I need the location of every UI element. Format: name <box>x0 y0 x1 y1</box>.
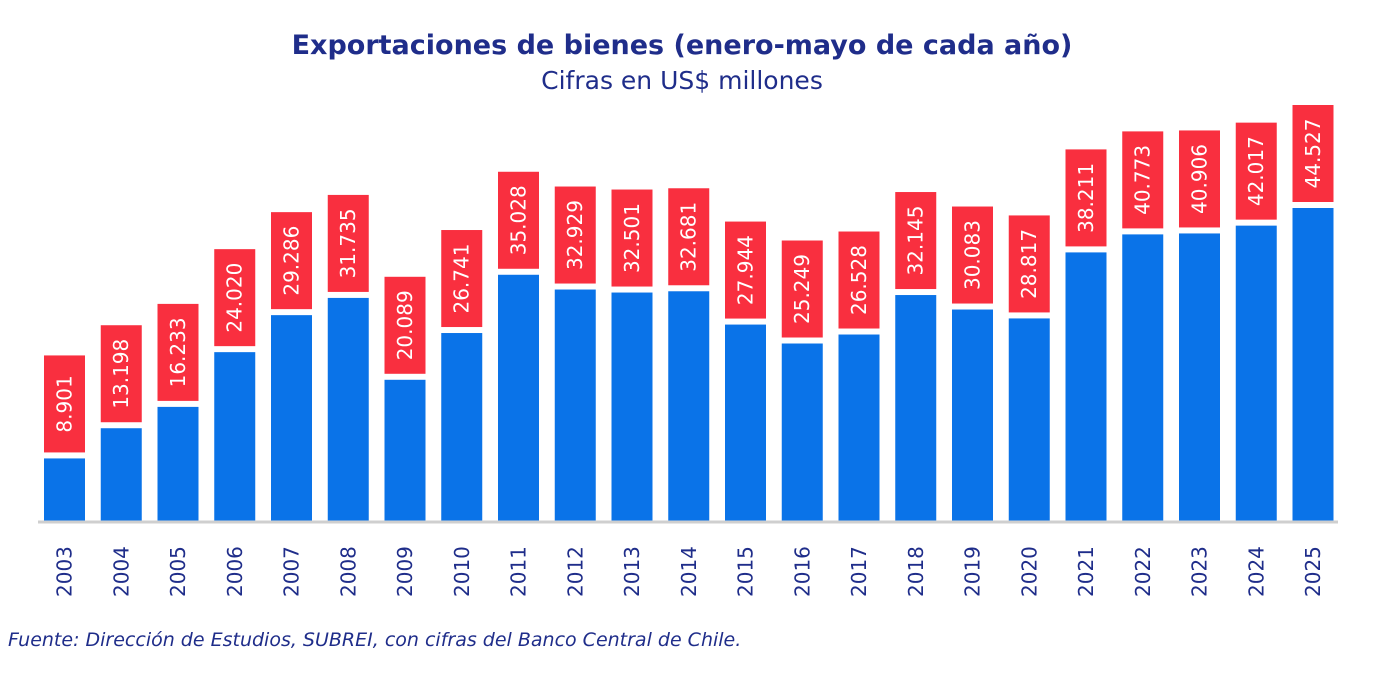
value-label-2022: 40.773 <box>1131 145 1155 215</box>
bar-2003 <box>44 458 85 521</box>
bar-2013 <box>611 292 653 521</box>
value-label-box-2007 <box>271 212 312 310</box>
value-label-2012: 32.929 <box>563 200 587 270</box>
x-tick-label-2015: 2015 <box>734 546 758 597</box>
value-label-box-2016 <box>781 240 823 338</box>
value-label-box-2023 <box>1179 130 1220 228</box>
bar-chart: 8.901 2003 13.198 2004 16.233 2005 24.020 2006 2… <box>38 105 1338 597</box>
value-label-box-2011 <box>498 171 539 269</box>
x-tick-label-2025: 2025 <box>1301 546 1325 597</box>
x-tick-label-2019: 2019 <box>961 546 985 597</box>
value-label-2011: 35.028 <box>507 185 531 255</box>
value-label-box-2015 <box>725 221 766 319</box>
bar-2017 <box>838 334 880 521</box>
x-tick-label-2013: 2013 <box>620 546 644 597</box>
value-label-box-2010 <box>441 230 483 328</box>
value-label-2023: 40.906 <box>1188 144 1212 214</box>
value-label-2003: 8.901 <box>53 375 77 432</box>
x-tick-label-2009: 2009 <box>393 546 417 597</box>
bar-2023 <box>1179 233 1220 521</box>
value-label-2004: 13.198 <box>109 339 133 409</box>
value-label-2013: 32.501 <box>620 203 644 273</box>
x-tick-label-2006: 2006 <box>223 546 247 597</box>
value-label-box-2008 <box>327 194 369 292</box>
value-label-2014: 32.681 <box>677 202 701 272</box>
x-tick-label-2008: 2008 <box>336 546 360 597</box>
bar-2016 <box>781 343 823 521</box>
value-label-box-2009 <box>384 276 426 374</box>
value-label-box-2003 <box>44 355 85 453</box>
x-tick-label-2022: 2022 <box>1131 546 1155 597</box>
value-label-2025: 44.527 <box>1301 119 1325 189</box>
value-label-box-2012 <box>554 186 596 284</box>
bar-2011 <box>498 274 539 521</box>
source-note: Fuente: Dirección de Estudios, SUBREI, c… <box>8 629 742 651</box>
value-label-2021: 38.211 <box>1074 163 1098 233</box>
x-tick-label-2020: 2020 <box>1017 546 1041 597</box>
bar-2012 <box>554 289 596 521</box>
x-tick-label-2018: 2018 <box>904 546 928 597</box>
x-tick-label-2012: 2012 <box>563 546 587 597</box>
bar-2009 <box>384 379 426 521</box>
x-tick-label-2014: 2014 <box>677 546 701 597</box>
x-tick-label-2003: 2003 <box>53 546 77 597</box>
bar-2018 <box>895 295 937 521</box>
x-tick-label-2024: 2024 <box>1244 546 1268 597</box>
value-label-2010: 26.741 <box>450 244 474 314</box>
x-tick-label-2023: 2023 <box>1188 546 1212 597</box>
value-label-box-2024 <box>1235 122 1277 220</box>
bar-2006 <box>214 352 256 521</box>
value-label-2016: 25.249 <box>790 254 814 324</box>
value-label-2008: 31.735 <box>336 208 360 278</box>
value-label-2018: 32.145 <box>904 206 928 276</box>
value-label-box-2018 <box>895 192 937 290</box>
value-label-2015: 27.944 <box>734 235 758 305</box>
value-label-box-2017 <box>838 231 880 329</box>
value-label-box-2019 <box>952 206 993 304</box>
chart-subtitle: Cifras en US$ millones <box>541 66 823 95</box>
bar-2019 <box>952 309 993 521</box>
value-label-2005: 16.233 <box>166 317 190 387</box>
value-label-box-2014 <box>668 188 710 286</box>
chart-title: Exportaciones de bienes (enero-mayo de c… <box>291 30 1073 61</box>
x-tick-label-2007: 2007 <box>280 546 304 597</box>
bar-2021 <box>1065 252 1107 521</box>
value-label-2020: 28.817 <box>1017 229 1041 299</box>
value-label-box-2025 <box>1292 105 1334 202</box>
bar-2007 <box>271 315 312 521</box>
x-tick-label-2010: 2010 <box>450 546 474 597</box>
bar-2005 <box>157 406 199 521</box>
value-label-box-2005 <box>157 303 199 401</box>
bar-2008 <box>327 297 369 521</box>
value-label-box-2020 <box>1008 215 1050 313</box>
x-tick-label-2021: 2021 <box>1074 546 1098 597</box>
bar-2022 <box>1122 234 1164 521</box>
bar-2014 <box>668 291 710 521</box>
bar-2025 <box>1292 208 1334 521</box>
x-tick-label-2017: 2017 <box>847 546 871 597</box>
x-tick-label-2016: 2016 <box>790 546 814 597</box>
x-tick-label-2011: 2011 <box>507 546 531 597</box>
value-label-box-2006 <box>214 249 256 347</box>
value-label-box-2004 <box>100 325 142 423</box>
bar-2004 <box>100 428 142 521</box>
value-label-box-2022 <box>1122 131 1164 229</box>
bar-2010 <box>441 333 483 521</box>
value-label-2024: 42.017 <box>1244 136 1268 206</box>
x-tick-label-2005: 2005 <box>166 546 190 597</box>
value-label-2017: 26.528 <box>847 245 871 315</box>
bar-2015 <box>725 324 766 521</box>
value-label-2006: 24.020 <box>223 263 247 333</box>
x-tick-label-2004: 2004 <box>109 546 133 597</box>
value-label-box-2021 <box>1065 149 1107 247</box>
value-label-2019: 30.083 <box>961 220 985 290</box>
bar-2024 <box>1235 225 1277 521</box>
bar-2020 <box>1008 318 1050 521</box>
value-label-2009: 20.089 <box>393 290 417 360</box>
value-label-box-2013 <box>611 189 653 287</box>
value-label-2007: 29.286 <box>280 226 304 296</box>
